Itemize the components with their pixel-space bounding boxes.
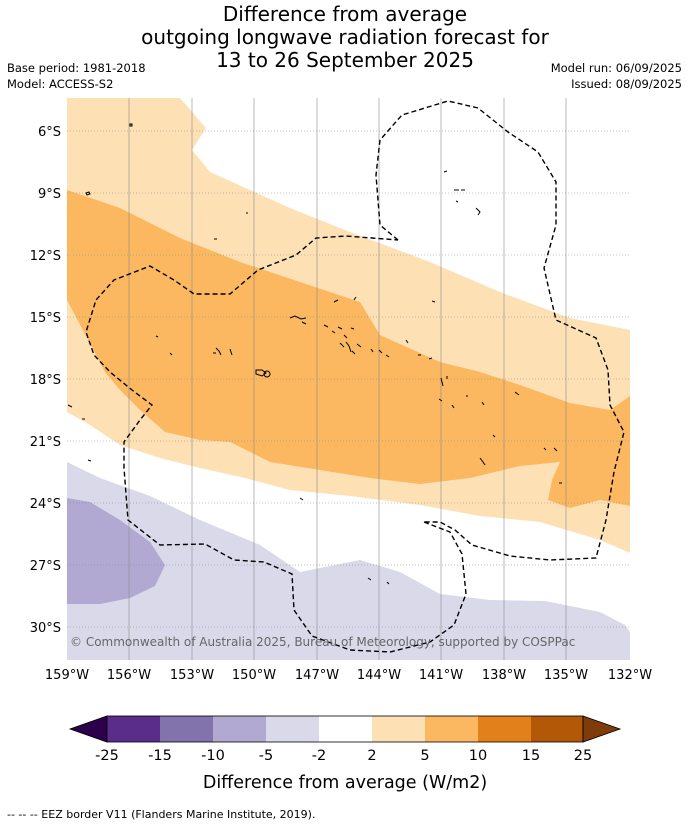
- island-outline: [129, 123, 133, 127]
- gridlines: [67, 98, 630, 660]
- lat-label: 9°S: [38, 187, 61, 202]
- latitude-labels: 6°S 9°S 12°S 15°S 18°S 21°S 24°S 27°S 30…: [30, 125, 61, 636]
- colorbar-title: Difference from average (W/m2): [203, 773, 487, 793]
- island-outline: [479, 391, 520, 466]
- colorbar-bin: [372, 716, 425, 742]
- issued-date: Issued: 08/09/2025: [571, 77, 682, 91]
- lon-label: 156°W: [107, 668, 151, 683]
- island-outline: [438, 376, 485, 409]
- island-outline: [443, 170, 448, 173]
- colorbar-tick-label: -2: [312, 748, 326, 764]
- colorbar-bin: [425, 716, 478, 742]
- lat-label: 21°S: [30, 435, 61, 450]
- lat-label: 24°S: [30, 497, 61, 512]
- island-outline: [333, 296, 436, 303]
- colorbar-tick-label: 25: [574, 748, 592, 764]
- lon-label: 141°W: [419, 668, 463, 683]
- colorbar-tick-label: -10: [201, 748, 225, 764]
- colorbar-bin: [160, 716, 213, 742]
- lat-label: 30°S: [30, 621, 61, 636]
- island-outline: [323, 324, 356, 355]
- island-outline: [155, 335, 173, 356]
- island-outline: [213, 347, 233, 356]
- lat-label: 15°S: [30, 311, 61, 326]
- anomaly-5-to-10-band: [67, 190, 630, 508]
- colorbar-frame: [106, 715, 584, 743]
- model-run: Model run: 06/09/2025: [550, 61, 682, 75]
- island-outline: [67, 404, 85, 420]
- colorbar-tick-label: 2: [367, 748, 376, 764]
- colorbar-tick-label: -5: [259, 748, 273, 764]
- meta-left: Base period: 1981-2018 Model: ACCESS-S2: [7, 60, 146, 92]
- lon-label: 135°W: [544, 668, 588, 683]
- island-outline: [87, 459, 92, 462]
- colorbar-tick-label: 15: [522, 748, 540, 764]
- colorbar-bin: [213, 716, 266, 742]
- lat-label: 18°S: [30, 373, 61, 388]
- title-line-1: Difference from average: [222, 2, 468, 26]
- colorbar-over-arrow: [582, 715, 622, 743]
- lon-label: 147°W: [295, 668, 339, 683]
- colorbar-bin: [319, 716, 372, 742]
- lon-label: 138°W: [482, 668, 526, 683]
- title-line-3: 13 to 26 September 2025: [216, 48, 474, 72]
- island-outline: [85, 191, 91, 196]
- colorbar-bin: [266, 716, 319, 742]
- lat-label: 6°S: [38, 125, 61, 140]
- island-outline: [454, 189, 481, 216]
- colorbar-bin: [478, 716, 531, 742]
- eez-border-french-polynesia: [85, 100, 625, 653]
- island-outline: [345, 341, 390, 358]
- colorbar-tick-label: -25: [95, 748, 119, 764]
- colorbar-tick-label: 5: [420, 748, 429, 764]
- lat-label: 27°S: [30, 559, 61, 574]
- island-outline: [214, 212, 248, 240]
- model-name: Model: ACCESS-S2: [7, 77, 114, 91]
- island-outline: [543, 447, 562, 484]
- eez-borders: [85, 100, 625, 653]
- lat-label: 12°S: [30, 249, 61, 264]
- island-outline: [367, 577, 390, 585]
- islands: [67, 123, 562, 585]
- lon-label: 159°W: [45, 668, 89, 683]
- copyright-text: © Commonwealth of Australia 2025, Bureau…: [70, 635, 575, 649]
- eez-legend-footer: -- -- -- EEZ border V11 (Flanders Marine…: [7, 808, 316, 821]
- map-figure: © Commonwealth of Australia 2025, Bureau…: [30, 98, 652, 793]
- colorbar-bin: [107, 716, 160, 742]
- island-outline: [289, 315, 307, 325]
- anomaly-minus10-to-minus5-band: [67, 498, 165, 604]
- island-outline: [263, 370, 271, 378]
- title-line-2: outgoing longwave radiation forecast for: [141, 25, 549, 49]
- lon-label: 144°W: [357, 668, 401, 683]
- base-period: Base period: 1981-2018: [7, 61, 146, 75]
- meta-right: Model run: 06/09/2025 Issued: 08/09/2025: [551, 60, 682, 92]
- colorbar-bin: [531, 716, 583, 742]
- island-outline: [405, 339, 433, 360]
- colorbar-under-arrow: [68, 715, 108, 743]
- colorbar-tick-label: -15: [148, 748, 172, 764]
- lon-label: 150°W: [232, 668, 276, 683]
- anomaly-minus5-to-minus2-band: [67, 462, 630, 660]
- colorbar: -25 -15 -10 -5 -2 2 5 10 15 25 Differenc…: [68, 715, 622, 793]
- island-outline: [299, 497, 304, 501]
- colorbar-tick-label: 10: [469, 748, 487, 764]
- lon-label: 132°W: [608, 668, 652, 683]
- longitude-labels: 159°W 156°W 153°W 150°W 147°W 144°W 141°…: [45, 668, 652, 683]
- map-area: © Commonwealth of Australia 2025, Bureau…: [67, 98, 630, 660]
- lon-label: 153°W: [170, 668, 214, 683]
